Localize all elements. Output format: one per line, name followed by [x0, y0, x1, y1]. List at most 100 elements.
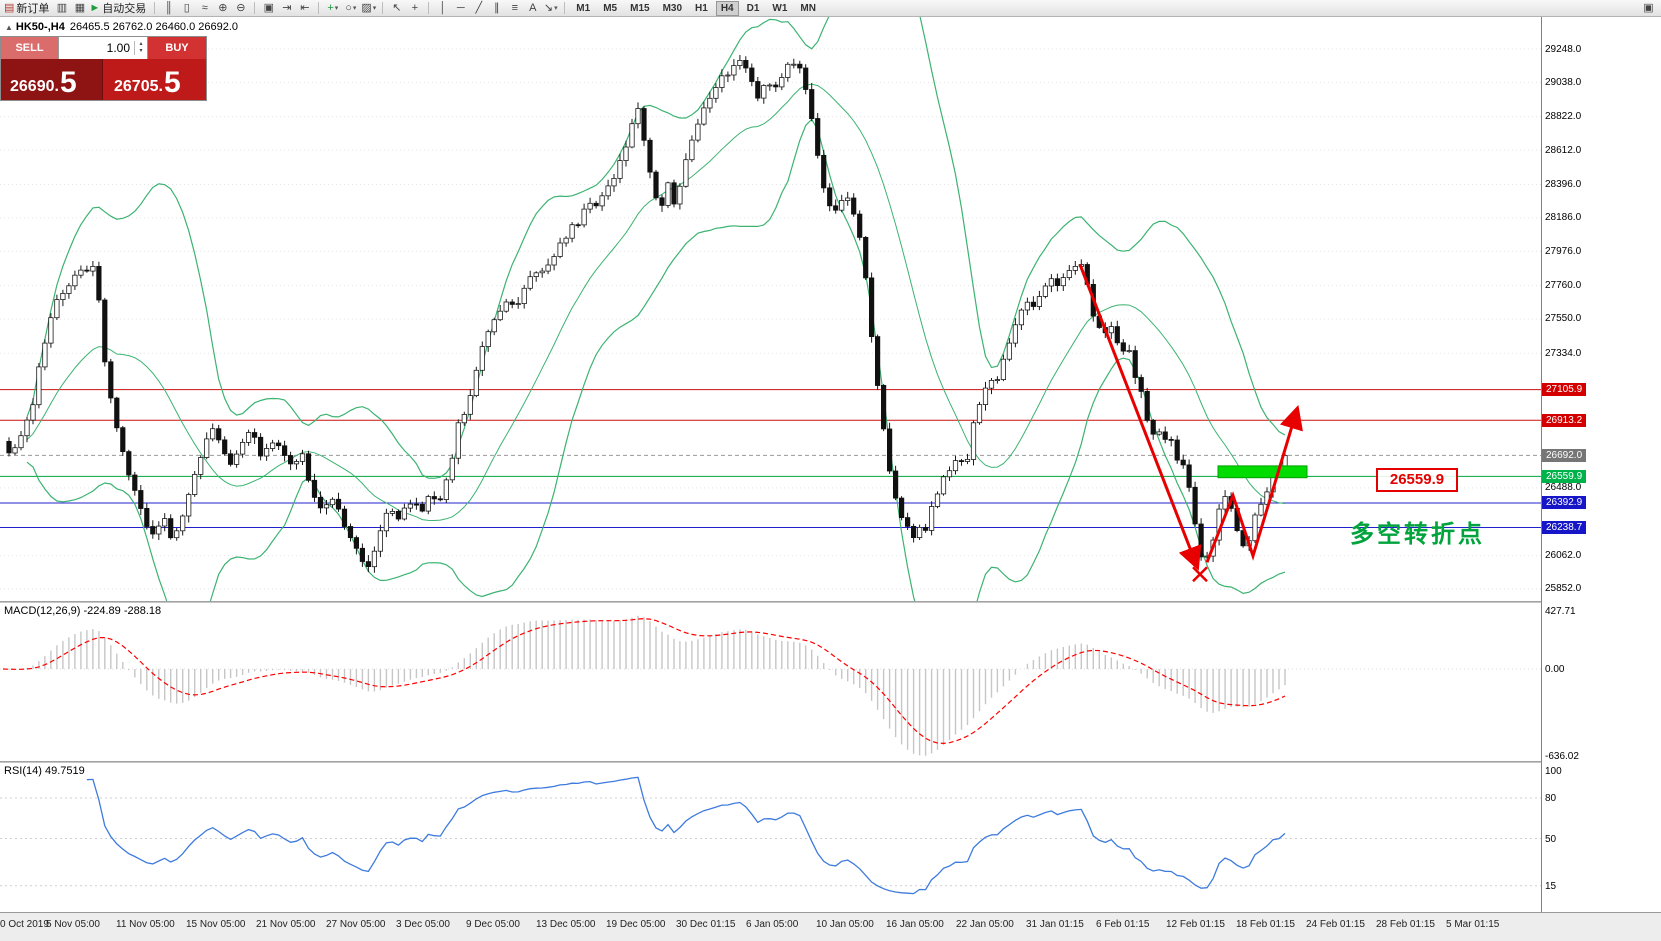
price-tick-26488.0: 26488.0 [1545, 482, 1582, 493]
volume-value[interactable]: 1.00 [106, 41, 130, 55]
time-tick: 31 Jan 01:15 [1026, 919, 1084, 930]
timeframe-w1[interactable]: W1 [772, 2, 788, 14]
toolbar-separator [154, 2, 156, 14]
panel-toggle-icon[interactable]: ▣ [1643, 1, 1654, 14]
indicators-icon[interactable]: + ▾ [327, 1, 339, 14]
arrows-tool-icon[interactable]: ↘ ▾ [543, 1, 558, 14]
time-tick: 13 Dec 05:00 [536, 919, 596, 930]
vertical-line-icon[interactable]: │ [439, 1, 447, 14]
price-tick-27334.0: 27334.0 [1545, 348, 1582, 359]
price-tick-29038.0: 29038.0 [1545, 77, 1582, 88]
rsi-panel-separator[interactable] [0, 761, 1541, 763]
zoom-in-icon[interactable]: ⊕ [218, 1, 228, 14]
sell-price[interactable]: 26690. 5 [1, 59, 102, 100]
time-axis[interactable]: 0 Oct 2019 5 Nov 05:00 11 Nov 05:00 15 Nov … [0, 912, 1661, 941]
trendline-icon[interactable]: ╱ [475, 1, 483, 14]
timeframe-h1[interactable]: H1 [695, 2, 708, 14]
tile-windows-icon[interactable]: ▣ [263, 1, 274, 14]
turning-point-note: 多空转折点 [1350, 521, 1485, 548]
macd-panel-separator[interactable] [0, 601, 1541, 603]
sell-button[interactable]: SELL [1, 37, 58, 59]
templates-icon[interactable]: ▨ ▾ [361, 1, 377, 14]
buy-price[interactable]: 26705. 5 [102, 59, 206, 100]
timeframe-m1[interactable]: M1 [576, 2, 591, 14]
chart-shift-icon[interactable]: ⇤ [300, 1, 310, 14]
ohlc-values: 26465.5 26762.0 26460.0 26692.0 [69, 21, 239, 33]
price-tick-28186.0: 28186.0 [1545, 212, 1582, 223]
chart-window-icon[interactable]: ▥ [56, 1, 68, 14]
time-tick: 3 Dec 05:00 [396, 919, 450, 930]
time-tick: 11 Nov 05:00 [116, 919, 175, 930]
timeframe-mn[interactable]: MN [800, 2, 816, 14]
buy-price-big-digit: 5 [163, 65, 181, 99]
periods-icon[interactable]: ○ ▾ [345, 1, 357, 14]
autotrading-icon[interactable]: ► 自动交易 [89, 1, 147, 15]
timeframe-d1[interactable]: D1 [746, 2, 760, 14]
sell-price-main: 26690. [10, 78, 59, 95]
time-tick: 0 Oct 2019 [0, 919, 49, 930]
rsi-tick-50: 50 [1545, 834, 1557, 845]
new-order-icon[interactable]: ▤ 新订单 [4, 1, 50, 15]
timeframe-m5[interactable]: M5 [603, 2, 618, 14]
price-tick-26559.9: 26559.9 [1542, 470, 1587, 483]
spinner-up-icon[interactable]: ▴ [139, 41, 143, 47]
symbol-name: HK50-,H4 [15, 21, 65, 33]
macd-panel-canvas[interactable] [0, 603, 1541, 761]
macd-tick-427.71: 427.71 [1545, 606, 1576, 617]
highlight-price-label: 26559.9 [1376, 468, 1458, 492]
rsi-indicator-name: RSI(14) [4, 765, 42, 777]
price-tick-28612.0: 28612.0 [1545, 145, 1582, 156]
toolbar-separator [428, 2, 430, 14]
spinner-down-icon[interactable]: ▾ [139, 48, 143, 54]
time-tick: 28 Feb 01:15 [1376, 919, 1435, 930]
time-tick: 6 Jan 05:00 [746, 919, 799, 930]
rsi-tick-80: 80 [1545, 793, 1557, 804]
time-tick: 22 Jan 05:00 [956, 919, 1014, 930]
auto-scroll-icon[interactable]: ⇥ [282, 1, 292, 14]
toolbar: ▤ 新订单 ▥ ▦ ► 自动交易 ║ ▯ ≈ ⊕ ⊖ ▣ ⇥ ⇤ + ▾ ○ ▾ ▨ ▾ ↖ + │ ─ ╱ ∥ ≡ A ↘ ▾ M1 M5… [0, 0, 1661, 17]
price-tick-26062.0: 26062.0 [1545, 550, 1582, 561]
time-tick: 12 Feb 01:15 [1166, 919, 1225, 930]
line-chart-mode-icon[interactable]: ≈ [201, 1, 208, 14]
buy-button[interactable]: BUY [148, 37, 206, 59]
fibonacci-icon[interactable]: ≡ [511, 1, 518, 14]
macd-indicator-values: -224.89 -288.18 [83, 605, 162, 617]
timeframe-m30[interactable]: M30 [662, 2, 683, 14]
price-tick-28396.0: 28396.0 [1545, 179, 1582, 190]
price-tick-27760.0: 27760.0 [1545, 280, 1582, 291]
macd-label: MACD(12,26,9) -224.89 -288.18 [4, 605, 161, 617]
time-tick: 19 Dec 05:00 [606, 919, 666, 930]
timeframe-buttons: M1 M5 M15 M30 H1 H4 D1 W1 MN [570, 0, 822, 16]
macd-tick--636.02: -636.02 [1545, 751, 1579, 762]
market-watch-icon[interactable]: ▦ [74, 1, 86, 14]
zoom-out-icon[interactable]: ⊖ [236, 1, 246, 14]
channel-icon[interactable]: ∥ [494, 1, 500, 14]
timeframe-m15[interactable]: M15 [630, 2, 650, 14]
time-tick: 27 Nov 05:00 [326, 919, 386, 930]
crosshair-icon[interactable]: + [411, 1, 419, 14]
rsi-tick-15: 15 [1545, 881, 1557, 892]
macd-tick-0.00: 0.00 [1545, 664, 1565, 675]
time-tick: 10 Jan 05:00 [816, 919, 874, 930]
toolbar-separator [318, 2, 320, 14]
time-tick: 6 Feb 01:15 [1096, 919, 1150, 930]
volume-spinner[interactable]: ▴ ▾ [134, 41, 147, 55]
time-tick: 15 Nov 05:00 [186, 919, 246, 930]
time-tick: 30 Dec 01:15 [676, 919, 736, 930]
macd-indicator-name: MACD(12,26,9) [4, 605, 81, 617]
sell-price-big-digit: 5 [59, 65, 77, 99]
candlestick-mode-icon[interactable]: ▯ [183, 1, 190, 14]
horizontal-line-icon[interactable]: ─ [456, 1, 465, 14]
main-chart-canvas[interactable] [0, 17, 1541, 601]
bar-chart-mode-icon[interactable]: ║ [164, 1, 173, 14]
text-tool-icon[interactable]: A [529, 1, 537, 14]
price-axis[interactable]: 29248.0 29038.0 28822.0 28612.0 28396.0 28186… [1541, 17, 1661, 912]
expand-icon[interactable]: ▲ [5, 23, 13, 32]
toolbar-separator [382, 2, 384, 14]
volume-input[interactable]: 1.00 ▴ ▾ [58, 37, 148, 59]
timeframe-h4[interactable]: H4 [715, 0, 739, 16]
price-tick-26238.7: 26238.7 [1542, 521, 1587, 534]
cursor-icon[interactable]: ↖ [392, 1, 402, 14]
rsi-panel-canvas[interactable] [0, 763, 1541, 912]
